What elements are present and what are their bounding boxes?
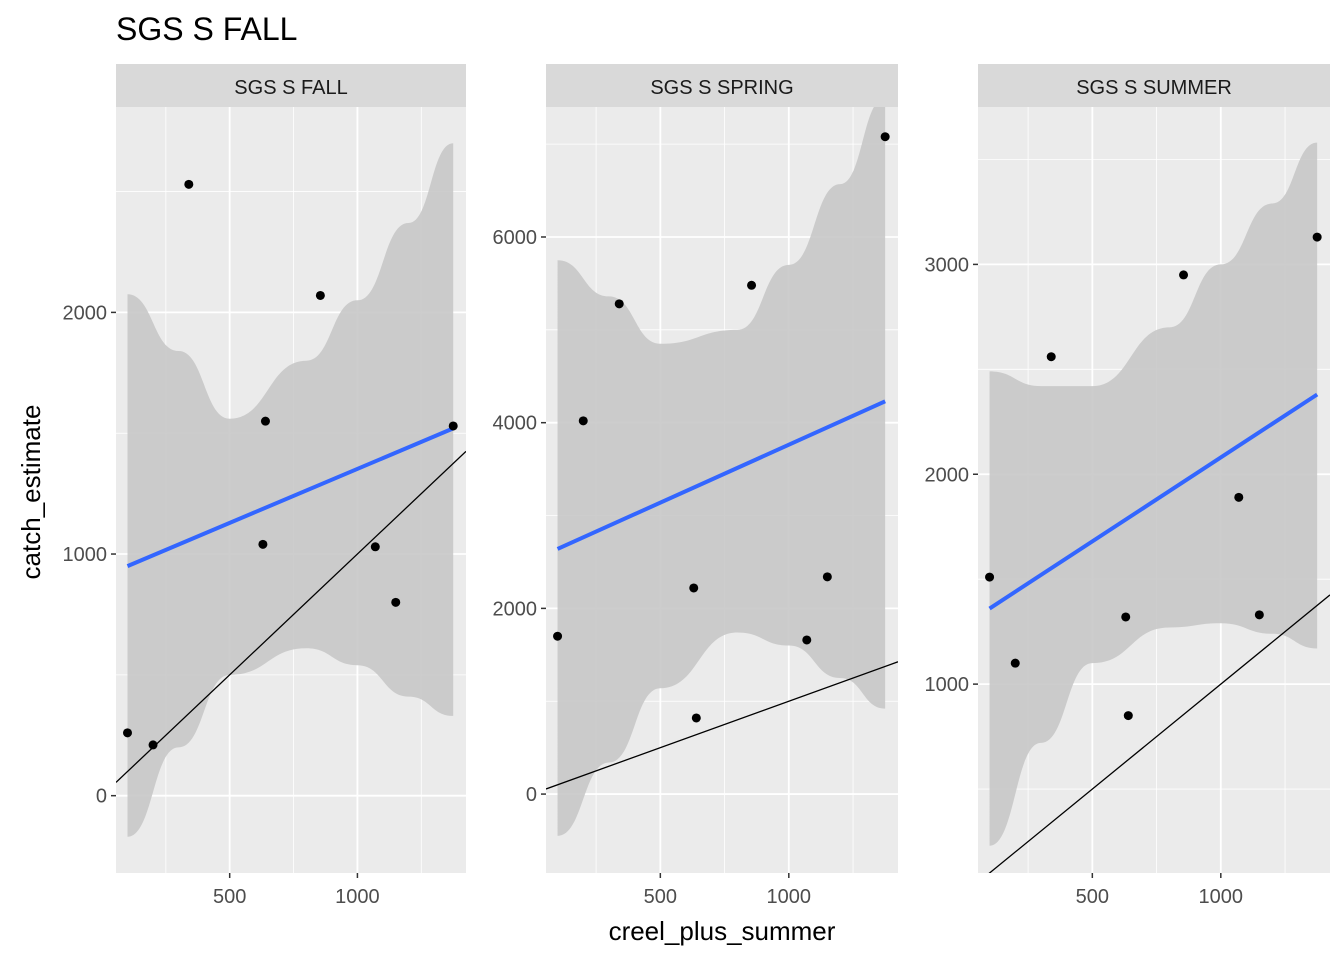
facet-strip-label: SGS S SPRING [650, 77, 793, 99]
fit-line [988, 392, 1319, 611]
data-point [1123, 711, 1133, 721]
x-tick-label: 500 [213, 886, 246, 908]
facet-strip [978, 64, 1330, 107]
reference-line [546, 661, 898, 790]
x-tick-label: 500 [1076, 886, 1109, 908]
data-point [391, 597, 401, 607]
y-tick-label: 1000 [63, 544, 108, 566]
data-point [689, 583, 699, 593]
y-tick-label: 4000 [493, 413, 538, 435]
data-point [122, 728, 132, 738]
facet-strip-label: SGS S SUMMER [1076, 77, 1232, 99]
data-point [1254, 610, 1264, 620]
data-point [553, 631, 563, 641]
y-tick-label: 3000 [925, 254, 970, 276]
chart-title: SGS S FALL [116, 11, 297, 47]
data-point [985, 572, 995, 582]
data-point [691, 713, 701, 723]
x-tick-label: 1000 [767, 886, 812, 908]
data-point [822, 572, 832, 582]
facet-panels: SGS S FALL 500 1000 0 1000 2000 SGS S SPRING 50… [63, 64, 1330, 908]
y-tick-label: 2000 [493, 598, 538, 620]
reference-line [988, 594, 1330, 873]
y-tick-label: 2000 [63, 302, 108, 324]
data-point [1179, 270, 1189, 280]
x-tick-label: 500 [644, 886, 677, 908]
facet-panel: SGS S SUMMER 500 1000 1000 2000 3000 [925, 64, 1330, 908]
facet-strip-label: SGS S FALL [234, 77, 347, 99]
data-point [578, 416, 588, 426]
y-tick-label: 2000 [925, 464, 970, 486]
facet-panel: SGS S SPRING 500 1000 0 2000 4000 6000 [493, 64, 898, 908]
confidence-band [127, 143, 454, 837]
data-point [1121, 612, 1131, 622]
x-tick-label: 1000 [1199, 886, 1244, 908]
confidence-band [989, 142, 1318, 846]
data-point [448, 421, 458, 431]
facet-panel: SGS S FALL 500 1000 0 1000 2000 [63, 64, 466, 908]
data-point [614, 299, 624, 309]
fit-line [126, 426, 455, 568]
data-point [802, 635, 812, 645]
panel-data [985, 142, 1330, 873]
facet-strip [546, 64, 898, 107]
reference-line [116, 450, 466, 783]
y-tick-label: 0 [96, 786, 107, 808]
panel-data [546, 107, 898, 836]
x-tick-label: 1000 [335, 886, 380, 908]
data-point [370, 542, 380, 552]
data-point [260, 416, 270, 426]
data-point [1234, 492, 1244, 502]
data-point [258, 539, 268, 549]
x-axis-title: creel_plus_summer [609, 916, 836, 946]
facet-strip [116, 64, 466, 107]
y-tick-label: 6000 [493, 227, 538, 249]
confidence-band [557, 107, 886, 836]
y-tick-label: 1000 [925, 674, 970, 696]
panel-data [116, 143, 466, 837]
data-point [315, 290, 325, 300]
data-point [148, 740, 158, 750]
data-point [747, 280, 757, 290]
data-point [1010, 658, 1020, 668]
data-point [1046, 352, 1056, 362]
data-point [880, 132, 890, 142]
fit-line [556, 399, 886, 551]
y-tick-label: 0 [526, 784, 537, 806]
y-axis-title: catch_estimate [16, 405, 46, 580]
data-point [184, 179, 194, 189]
data-point [1312, 232, 1322, 242]
